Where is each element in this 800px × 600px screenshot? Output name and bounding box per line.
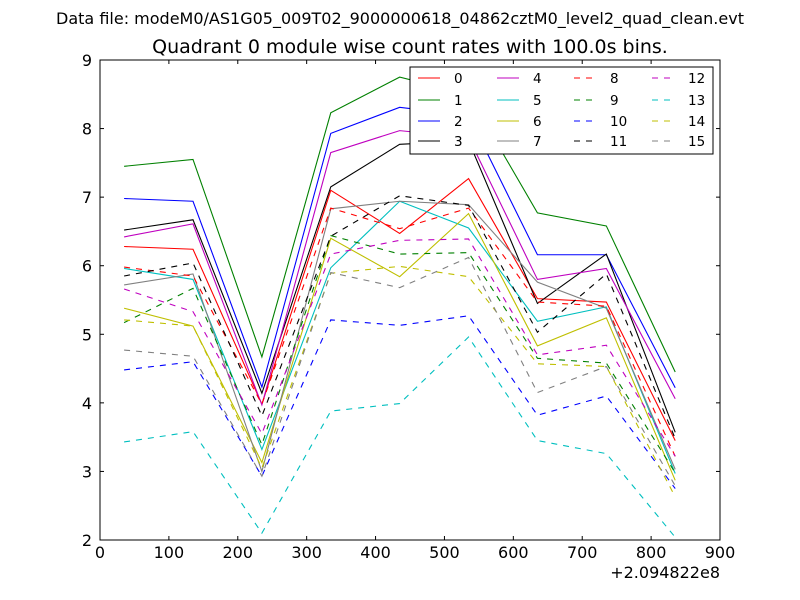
legend-label-1: 1 [454, 93, 463, 109]
y-tick-label: 2 [82, 531, 92, 550]
series-lines [123, 76, 676, 538]
series-line-11 [124, 195, 676, 439]
x-tick-label: 800 [636, 543, 667, 562]
y-tick-label: 6 [82, 257, 92, 276]
chart-title: Quadrant 0 module wise count rates with … [152, 36, 668, 58]
series-line-15 [124, 256, 676, 487]
series-line-3 [124, 140, 676, 433]
legend-label-15: 15 [688, 134, 705, 150]
legend-label-11: 11 [610, 134, 627, 150]
series-line-4 [124, 130, 676, 407]
legend-label-10: 10 [610, 114, 627, 130]
legend-label-13: 13 [688, 93, 705, 109]
y-tick-label: 5 [82, 325, 92, 344]
series-line-0 [124, 177, 676, 441]
series-line-12 [123, 238, 676, 457]
y-tick-label: 3 [82, 462, 92, 481]
series-line-8 [124, 207, 676, 457]
legend-label-7: 7 [533, 134, 542, 150]
legend-label-12: 12 [688, 71, 705, 87]
legend-label-6: 6 [533, 114, 542, 130]
x-tick-label: 900 [705, 543, 736, 562]
series-line-2 [124, 106, 676, 389]
legend-frame [409, 66, 714, 155]
x-tick-label: 300 [291, 543, 322, 562]
data-file-title: Data file: modeM0/AS1G05_009T02_90000006… [56, 9, 744, 29]
legend-label-8: 8 [610, 71, 619, 87]
legend-label-3: 3 [454, 134, 463, 150]
x-tick-label: 0 [95, 543, 105, 562]
series-line-6 [123, 212, 676, 481]
series-line-14 [124, 265, 676, 498]
y-tick-label: 9 [82, 51, 92, 70]
x-axis-offset-label: +2.094822e8 [610, 563, 720, 582]
x-tick-label: 600 [498, 543, 529, 562]
y-tick-label: 7 [82, 188, 92, 207]
series-line-1 [124, 76, 676, 373]
legend-label-9: 9 [610, 93, 619, 109]
legend-label-5: 5 [533, 93, 542, 109]
x-tick-label: 200 [223, 543, 254, 562]
x-tick-label: 500 [429, 543, 460, 562]
x-tick-label: 700 [567, 543, 598, 562]
series-line-13 [124, 336, 676, 538]
x-tick-label: 100 [154, 543, 185, 562]
axes-frame [99, 59, 721, 541]
y-tick-label: 4 [82, 394, 92, 413]
legend-label-0: 0 [454, 71, 463, 87]
y-tick-label: 8 [82, 120, 92, 139]
series-line-9 [123, 234, 676, 474]
legend-label-14: 14 [688, 114, 705, 130]
legend-label-4: 4 [533, 71, 542, 87]
legend-label-2: 2 [454, 114, 463, 130]
series-line-10 [124, 315, 676, 489]
x-tick-label: 400 [360, 543, 391, 562]
